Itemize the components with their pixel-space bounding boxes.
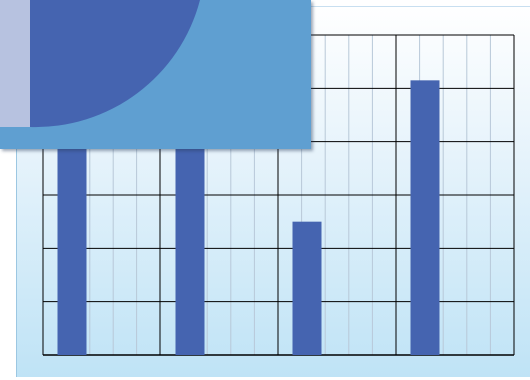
- pie-chart: [0, 0, 200, 128]
- bar: [292, 221, 322, 355]
- pie-slice-main: [30, 0, 200, 128]
- pie-chart-card: [0, 0, 311, 149]
- bar: [410, 80, 440, 355]
- pie-slice-light: [0, 0, 30, 127]
- bar: [57, 141, 87, 355]
